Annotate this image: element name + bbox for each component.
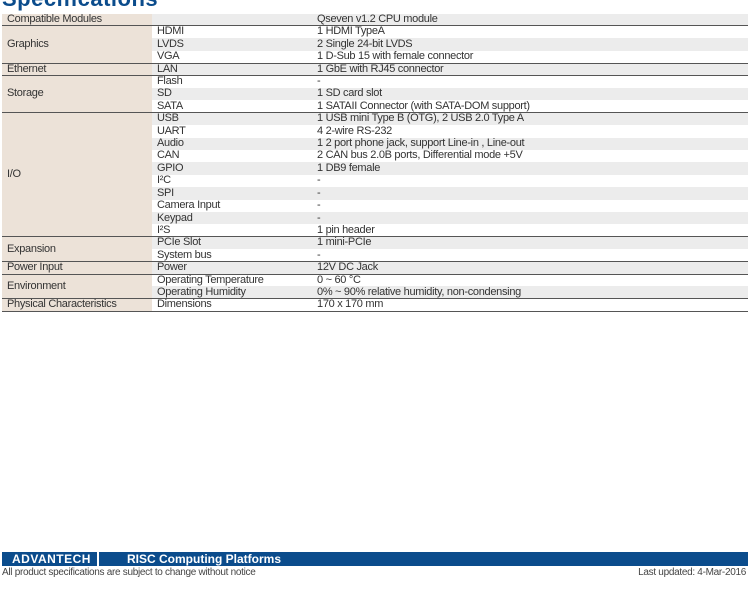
spec-table: Compatible Modules Qseven v1.2 CPU module… [2, 13, 748, 312]
spec-value: 1 GbE with RJ45 connector [312, 62, 748, 76]
divider [97, 552, 99, 566]
spec-feature: UART [157, 124, 186, 137]
table-row: VGA 1 D-Sub 15 with female connector [2, 50, 748, 63]
spec-feature: USB [152, 112, 312, 126]
spec-feature: LVDS [152, 38, 312, 51]
spec-feature: VGA [157, 50, 180, 63]
spec-feature: Dimensions [152, 298, 312, 312]
table-row: Audio 1 2 port phone jack, support Line-i… [2, 137, 748, 150]
spec-feature: LAN [152, 62, 312, 76]
spec-feature: Camera Input [157, 199, 221, 212]
table-row: System bus - [2, 249, 748, 261]
spec-value: 1 DB9 female [312, 162, 748, 175]
spec-value: 0% ~ 90% relative humidity, non-condensi… [312, 286, 748, 299]
spec-feature: SATA [157, 99, 183, 112]
spec-value: 1 D-Sub 15 with female connector [317, 50, 474, 63]
spec-value: 2 CAN bus 2.0B ports, Differential mode … [317, 149, 523, 162]
spec-feature: PCIe Slot [152, 236, 312, 250]
spec-feature: Operating Temperature [152, 273, 312, 287]
spec-feature: CAN [157, 149, 180, 162]
spec-category: Graphics [2, 25, 152, 64]
spec-category: Compatible Modules [2, 13, 152, 26]
spec-feature: Operating Humidity [152, 286, 312, 299]
spec-value: - [312, 187, 748, 200]
table-row: Environment Operating Temperature 0 ~ 60 °… [2, 273, 748, 299]
table-row: Ethernet LAN 1 GbE with RJ45 connector [2, 62, 748, 76]
spec-category: I/O [2, 112, 152, 237]
table-row: Graphics HDMI 1 HDMI TypeA [2, 25, 748, 64]
table-row: I/O USB 1 USB mini Type B (OTG), 2 USB 2.0… [2, 112, 748, 237]
spec-category: Storage [2, 75, 152, 113]
table-row: I²S 1 pin header [2, 224, 748, 236]
table-row: SATA 1 SATAII Connector (with SATA-DOM su… [2, 100, 748, 112]
footer-notice: All product specifications are subject t… [2, 567, 256, 578]
spec-category: Power Input [2, 261, 152, 275]
table-row: LVDS 2 Single 24-bit LVDS [2, 38, 748, 51]
spec-feature: I²C [157, 174, 171, 187]
table-row: SPI - [2, 187, 748, 200]
spec-value: - [317, 174, 321, 187]
table-row: CAN 2 CAN bus 2.0B ports, Differential mo… [2, 150, 748, 162]
spec-feature: Power [152, 261, 312, 275]
spec-feature [152, 13, 312, 26]
spec-value: 1 pin header [317, 223, 375, 236]
table-row: Storage Flash - [2, 75, 748, 113]
spec-value: 1 USB mini Type B (OTG), 2 USB 2.0 Type … [312, 112, 748, 126]
spec-category: Physical Characteristics [2, 298, 152, 312]
spec-value: - [312, 212, 748, 225]
spec-feature: SD [152, 88, 312, 101]
table-row: SD 1 SD card slot [2, 88, 748, 101]
table-row: Operating Humidity 0% ~ 90% relative humi… [2, 286, 748, 299]
table-row: UART 4 2-wire RS-232 [2, 125, 748, 137]
spec-feature: I²S [157, 223, 171, 236]
table-row: Expansion PCIe Slot 1 mini-PCIe [2, 236, 748, 262]
spec-feature: GPIO [152, 162, 312, 175]
table-row: I²C - [2, 174, 748, 187]
spec-feature: Flash [152, 75, 312, 88]
spec-value: 170 x 170 mm [312, 298, 748, 312]
spec-feature: HDMI [152, 25, 312, 39]
spec-value: Qseven v1.2 CPU module [312, 13, 748, 26]
table-row: Power Input Power 12V DC Jack [2, 261, 748, 275]
footer-title: RISC Computing Platforms [127, 552, 282, 566]
spec-feature: Keypad [152, 212, 312, 225]
table-row: Physical Characteristics Dimensions 170 x … [2, 298, 748, 312]
spec-value: 1 SD card slot [312, 88, 748, 101]
page-title: Specifications [2, 0, 158, 12]
spec-value: - [312, 75, 748, 88]
spec-value: 12V DC Jack [312, 261, 748, 275]
spec-value: 1 HDMI TypeA [312, 25, 748, 39]
footer-bar: ADVANTECH RISC Computing Platforms [2, 552, 748, 566]
spec-value: 2 Single 24-bit LVDS [312, 38, 748, 51]
spec-feature: Audio [152, 137, 312, 150]
spec-category: Environment [2, 273, 152, 299]
spec-feature: SPI [152, 187, 312, 200]
spec-value: - [317, 199, 321, 212]
spec-value: 1 SATAII Connector (with SATA-DOM suppor… [317, 99, 530, 112]
spec-category: Ethernet [2, 62, 152, 76]
last-updated: Last updated: 4-Mar-2016 [638, 567, 746, 578]
spec-value: 4 2-wire RS-232 [317, 124, 392, 137]
spec-value: 0 ~ 60 °C [312, 273, 748, 287]
table-row: Keypad - [2, 212, 748, 225]
table-row: Camera Input - [2, 199, 748, 212]
table-row: Compatible Modules Qseven v1.2 CPU module [2, 13, 748, 26]
spec-feature: System bus [157, 248, 212, 261]
spec-value: 1 2 port phone jack, support Line-in , L… [312, 137, 748, 150]
table-row: GPIO 1 DB9 female [2, 162, 748, 175]
spec-category: Expansion [2, 236, 152, 262]
spec-value: 1 mini-PCIe [312, 236, 748, 250]
advantech-logo: ADVANTECH [12, 552, 91, 566]
spec-value: - [317, 248, 321, 261]
